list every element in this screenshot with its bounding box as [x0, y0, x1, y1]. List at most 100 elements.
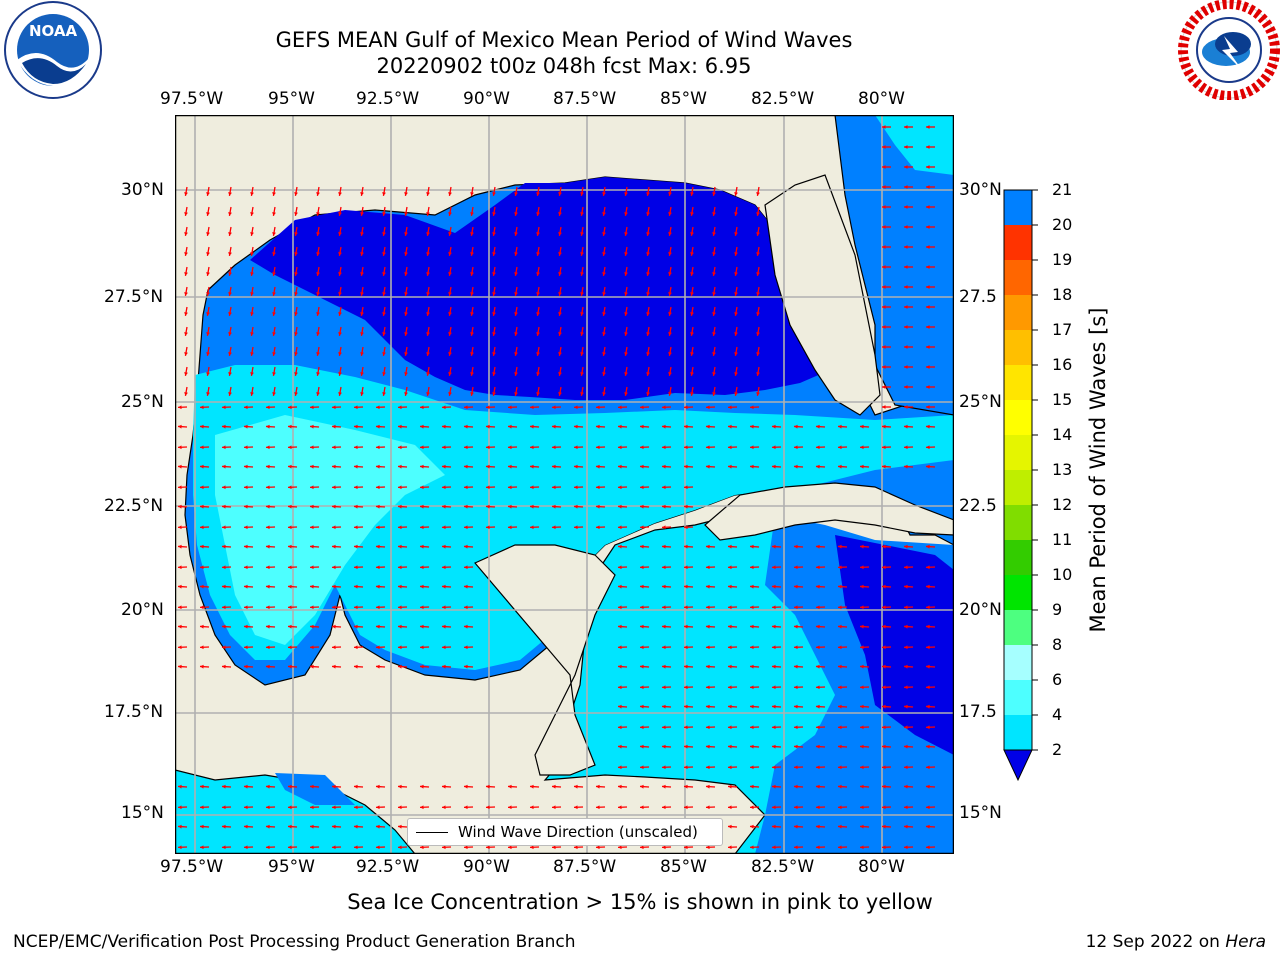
wind-wave-arrowhead	[838, 624, 842, 629]
wind-wave-arrowhead	[640, 664, 644, 669]
wind-wave-arrowhead	[640, 645, 644, 650]
wind-wave-arrowhead	[640, 565, 644, 570]
wind-wave-arrowhead	[904, 345, 908, 349]
wind-wave-arrowhead	[442, 464, 446, 469]
colorbar-tick-label: 10	[1052, 565, 1073, 584]
wind-wave-arrowhead	[442, 584, 446, 589]
wind-wave-arrowhead	[756, 312, 760, 316]
wind-wave-arrowhead	[266, 485, 270, 490]
wind-wave-arrowhead	[272, 252, 276, 256]
colorbar-tick-label: 20	[1052, 215, 1073, 234]
wind-wave-arrowhead	[904, 205, 908, 209]
wind-wave-arrowhead	[178, 525, 182, 530]
wind-wave-arrowhead	[514, 312, 518, 316]
wind-wave-arrowhead	[398, 645, 402, 650]
wind-wave-arrowhead	[536, 392, 540, 396]
wind-wave-arrowhead	[244, 485, 248, 490]
wind-wave-arrowhead	[272, 272, 276, 276]
wind-wave-arrowhead	[860, 784, 864, 789]
lon-label-bottom: 90°W	[463, 857, 510, 877]
wind-wave-arrowhead	[470, 292, 474, 296]
wind-wave-arrowhead	[904, 424, 908, 429]
wind-wave-arrowhead	[470, 192, 474, 196]
wind-wave-arrowhead	[228, 312, 232, 316]
wind-wave-arrowhead	[618, 645, 622, 650]
wind-wave-arrowhead	[602, 372, 606, 376]
wind-wave-arrowhead	[184, 252, 188, 256]
wind-wave-arrowhead	[574, 845, 578, 850]
colorbar-tick-label: 18	[1052, 285, 1073, 304]
wind-wave-arrowhead	[514, 372, 518, 376]
wind-wave-arrowhead	[624, 192, 628, 196]
wind-wave-arrowhead	[376, 485, 380, 490]
wind-wave-arrowhead	[288, 504, 292, 509]
wind-wave-arrowhead	[420, 405, 424, 410]
wind-wave-arrowhead	[382, 252, 386, 256]
wind-wave-arrowhead	[530, 525, 534, 530]
wind-wave-arrowhead	[288, 664, 292, 669]
wind-wave-arrowhead	[514, 352, 518, 356]
wind-wave-arrowhead	[712, 332, 716, 336]
wind-wave-arrowhead	[926, 405, 930, 409]
wind-wave-arrowhead	[816, 544, 820, 549]
wind-wave-arrowhead	[706, 464, 710, 469]
wind-wave-arrowhead	[200, 485, 204, 490]
wind-wave-arrowhead	[470, 272, 474, 276]
wind-wave-arrowhead	[602, 252, 606, 256]
wind-wave-arrowhead	[316, 272, 320, 276]
wind-wave-arrowhead	[904, 285, 908, 289]
wind-wave-arrowhead	[926, 845, 930, 850]
wind-wave-arrowhead	[706, 645, 710, 650]
wind-wave-arrowhead	[492, 192, 496, 196]
wind-wave-arrowhead	[514, 192, 518, 196]
wind-wave-arrowhead	[310, 504, 314, 509]
wind-wave-arrowhead	[904, 845, 908, 850]
wind-wave-arrowhead	[882, 685, 886, 690]
wind-wave-arrowhead	[310, 485, 314, 490]
wind-wave-arrowhead	[442, 485, 446, 490]
wind-wave-arrowhead	[624, 332, 628, 336]
wind-wave-arrowhead	[426, 372, 430, 376]
wind-wave-arrowhead	[882, 605, 886, 610]
wind-wave-arrowhead	[926, 624, 930, 629]
colorbar-under-triangle	[1003, 749, 1033, 782]
colorbar-tick-label: 15	[1052, 390, 1073, 409]
wind-wave-arrowhead	[508, 784, 512, 789]
wind-wave-arrowhead	[690, 192, 694, 196]
wind-wave-arrowhead	[288, 544, 292, 549]
wind-wave-arrowhead	[662, 485, 666, 490]
wind-wave-arrowhead	[794, 744, 798, 749]
wind-wave-arrowhead	[552, 784, 556, 789]
wind-wave-arrowhead	[734, 372, 738, 376]
wind-wave-arrowhead	[904, 704, 908, 709]
wind-wave-arrowhead	[926, 125, 930, 129]
wind-wave-arrowhead	[376, 584, 380, 589]
wind-wave-arrowhead	[200, 525, 204, 530]
wind-wave-arrowhead	[382, 272, 386, 276]
wind-wave-arrowhead	[316, 232, 320, 236]
wind-wave-arrowhead	[332, 525, 336, 530]
wind-wave-arrowhead	[926, 285, 930, 289]
wind-wave-arrowhead	[772, 744, 776, 749]
wind-wave-arrowhead	[376, 624, 380, 629]
wind-wave-arrowhead	[882, 145, 886, 149]
wind-wave-arrowhead	[558, 312, 562, 316]
wind-wave-arrowhead	[470, 312, 474, 316]
wind-wave-arrowhead	[244, 805, 248, 810]
wind-wave-arrowhead	[712, 392, 716, 396]
wind-wave-arrowhead	[640, 445, 644, 450]
wind-wave-arrowhead	[882, 265, 886, 269]
wind-wave-arrowhead	[882, 664, 886, 669]
wind-wave-arrowhead	[184, 192, 188, 196]
colorbar-segment	[1004, 575, 1032, 610]
wind-wave-arrowhead	[860, 725, 864, 730]
wind-wave-arrowhead	[882, 765, 886, 770]
wind-wave-arrowhead	[602, 232, 606, 236]
wind-wave-arrowhead	[294, 312, 298, 316]
wind-wave-arrowhead	[288, 565, 292, 570]
wind-wave-arrowhead	[508, 445, 512, 450]
map-frame	[175, 115, 954, 854]
wind-wave-arrowhead	[662, 704, 666, 709]
wind-wave-arrowhead	[838, 645, 842, 650]
wind-wave-arrowhead	[662, 645, 666, 650]
